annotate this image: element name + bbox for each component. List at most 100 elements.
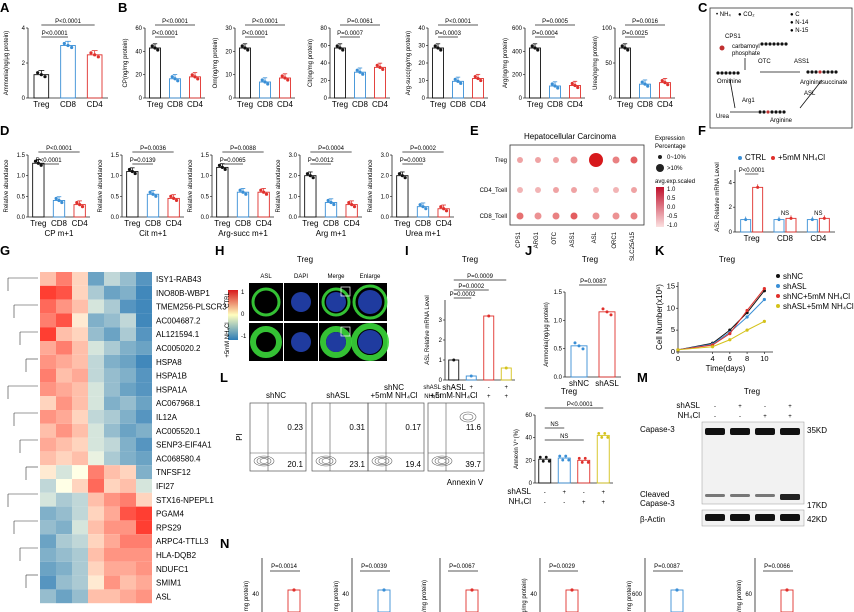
bar xyxy=(33,74,50,99)
band-actin xyxy=(755,514,775,521)
data-point xyxy=(220,165,224,169)
panel-letter: D xyxy=(0,123,9,138)
y-axis-label: Arg(ng/mg protein) xyxy=(503,38,509,88)
y-tick-label: 2 xyxy=(439,338,443,344)
data-point xyxy=(646,84,650,88)
heatmap-cell xyxy=(104,423,120,438)
data-point xyxy=(174,198,179,202)
heatmap-cell xyxy=(104,534,120,548)
heatmap-cell xyxy=(120,272,136,286)
p-value: P=0.0014 xyxy=(271,564,298,570)
heatmap-cell xyxy=(56,313,72,328)
gene-label: INO80B-WBP1 xyxy=(156,289,210,298)
legend-nh4: +5mM NH₄Cl xyxy=(778,153,825,162)
node-arginine: Arginine xyxy=(770,118,793,124)
heatmap-cell xyxy=(136,437,152,452)
data-point xyxy=(66,43,70,48)
data-point xyxy=(459,81,463,85)
y-tick-label: 0 xyxy=(729,230,733,236)
p-value: P=0.0009 xyxy=(467,274,494,280)
bar xyxy=(785,217,797,233)
sign: - xyxy=(714,404,716,410)
contour xyxy=(371,455,393,467)
y-tick-label: 20 xyxy=(225,49,232,55)
data-point xyxy=(173,77,177,81)
tick-label: Treg xyxy=(33,100,49,109)
bar xyxy=(596,434,610,484)
data-point xyxy=(172,196,176,200)
data-point xyxy=(580,460,584,464)
expression-dot xyxy=(630,212,638,220)
y-axis-label: Ammonia(ng/μg protein) xyxy=(4,31,10,96)
heatmap-cell xyxy=(72,354,88,369)
gene-label: NDUFC1 xyxy=(156,565,189,574)
gene-label: ASL xyxy=(156,592,172,601)
data-point xyxy=(39,163,43,167)
gene-label: ARPC4-TTLL3 xyxy=(156,537,209,546)
size-key-label: >10% xyxy=(667,166,683,172)
y-tick-label: 0.5 xyxy=(17,194,26,200)
heatmap-cell xyxy=(88,437,104,452)
y-tick-label: 3.0 xyxy=(289,153,298,159)
gene-label: SLC25A15 xyxy=(630,231,636,261)
flow-plot xyxy=(249,402,307,472)
data-point xyxy=(433,44,437,48)
y-tick-label: 0 xyxy=(422,96,426,102)
data-point xyxy=(530,44,534,48)
data-point xyxy=(292,588,296,592)
heatmap-cell xyxy=(72,548,88,562)
data-point xyxy=(89,51,93,55)
data-point xyxy=(620,44,624,48)
data-point xyxy=(473,74,477,79)
data-point xyxy=(378,65,382,69)
y-axis-label: Ammonia(ng/μg protein) xyxy=(544,302,550,367)
bar xyxy=(448,359,460,381)
bar xyxy=(577,459,591,484)
contour xyxy=(462,413,474,421)
data-point xyxy=(660,79,664,83)
y-tick-label: 2 xyxy=(22,61,26,67)
data-point xyxy=(469,374,473,378)
sign: - xyxy=(544,490,546,496)
p-value: P=0.0139 xyxy=(130,158,157,164)
panel-letter: I xyxy=(405,243,409,258)
tick-label: CD8 xyxy=(450,100,467,109)
p-value: P<0.0001 xyxy=(445,19,472,25)
heatmap-cell xyxy=(136,534,152,548)
y-tick-label: 1.0 xyxy=(201,174,210,180)
band-cleaved xyxy=(780,494,800,500)
data-point xyxy=(536,48,540,52)
data-point xyxy=(581,347,585,351)
gene-label: OTC xyxy=(552,231,558,244)
p-value: P=0.0029 xyxy=(549,564,576,570)
heatmap-cell xyxy=(72,368,88,383)
row-label: CD8_Tcell xyxy=(480,214,507,220)
y-tick-label: 40 xyxy=(525,436,532,442)
y-tick-label: 0.5 xyxy=(554,347,563,353)
tick-label: CD8 xyxy=(257,100,274,109)
tick-label: CD4 xyxy=(436,219,453,228)
y-tick-label: 0.0 xyxy=(554,375,563,381)
heatmap-cell xyxy=(88,520,104,535)
y-tick-label: 400 xyxy=(512,49,523,55)
quadrant-value: 11.6 xyxy=(466,423,482,432)
panel-letter: E xyxy=(470,123,479,138)
data-point xyxy=(663,81,667,85)
data-point xyxy=(60,200,64,205)
bar xyxy=(780,589,794,612)
y-tick-label: 40 xyxy=(342,592,349,598)
heatmap-cell xyxy=(56,423,72,438)
sign: + xyxy=(562,490,566,496)
arrow xyxy=(799,79,823,109)
heatmap-cell xyxy=(40,285,56,300)
data-point xyxy=(260,78,264,82)
heatmap-cell xyxy=(56,534,72,548)
heatmap-cell xyxy=(120,354,136,369)
heatmap-cell xyxy=(40,589,56,604)
p-value: P=0.0005 xyxy=(542,19,569,25)
y-tick-label: 1.5 xyxy=(17,153,26,159)
heatmap-cell xyxy=(40,423,56,438)
data-point xyxy=(133,171,137,176)
data-point xyxy=(439,48,443,52)
